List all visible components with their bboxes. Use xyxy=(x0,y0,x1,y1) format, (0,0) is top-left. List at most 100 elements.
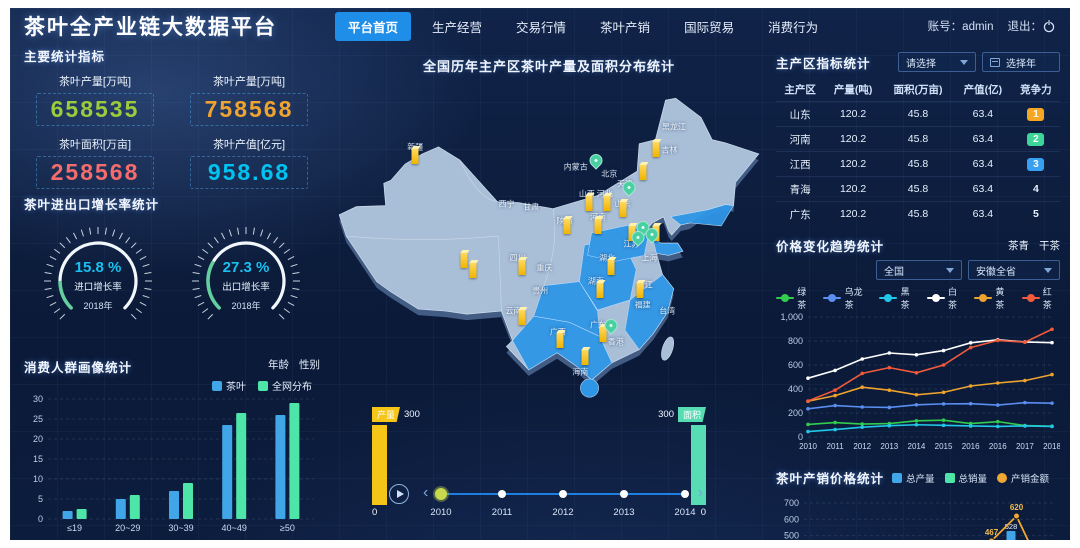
nav-item-消费行为[interactable]: 消费行为 xyxy=(768,20,819,35)
production-bar-marker[interactable] xyxy=(639,165,647,181)
rank-badge: 1 xyxy=(1027,107,1045,121)
nav-item-交易行情[interactable]: 交易行情 xyxy=(516,20,567,35)
gauge-1: 27.3 % 出口增长率 2018年 xyxy=(184,217,308,345)
left-column: 主要统计指标 茶叶产量[万吨] 658535 茶叶产量[万吨] 758568 茶叶面积[… xyxy=(10,44,326,540)
area-gauge-label: 面积 xyxy=(677,407,706,422)
production-bar-marker[interactable] xyxy=(563,219,571,235)
legend-dot xyxy=(931,294,940,302)
production-bar-marker[interactable] xyxy=(460,252,468,268)
legend-黄茶[interactable]: 黄茶 xyxy=(974,285,1012,311)
production-sales-legend: 总产量 总销量 产销金额 xyxy=(892,471,1049,485)
gauge-year: 2018年 xyxy=(83,300,113,311)
legend-产销金额[interactable]: 产销金额 xyxy=(997,471,1049,485)
timeline-dot-2013[interactable] xyxy=(620,490,628,498)
timeline-dot-2014[interactable] xyxy=(681,490,689,498)
production-bar-marker[interactable] xyxy=(469,262,477,278)
timeline-prev-arrow[interactable]: ‹ xyxy=(423,484,429,501)
table-cell: 120.2 xyxy=(824,151,882,177)
svg-text:2012: 2012 xyxy=(853,442,871,451)
timeline-next-arrow[interactable]: › xyxy=(697,484,703,501)
production-bar-marker[interactable] xyxy=(594,219,602,235)
region-select[interactable]: 请选择 xyxy=(898,52,976,72)
production-bar-marker[interactable] xyxy=(596,283,604,299)
production-bar-marker[interactable] xyxy=(518,309,526,325)
stat-label: 茶叶面积[万亩] xyxy=(58,139,132,151)
svg-text:40~49: 40~49 xyxy=(222,523,247,533)
table-row-江西: 江西 120.2 45.8 63.4 3 xyxy=(776,151,1060,177)
logout-label: 退出： xyxy=(1007,21,1043,33)
nav-item-平台首页[interactable]: 平台首页 xyxy=(335,11,412,41)
legend-marker xyxy=(974,294,993,302)
timeline-play-button[interactable] xyxy=(389,484,409,504)
legend-marker xyxy=(776,294,794,302)
production-bar-marker[interactable] xyxy=(636,283,644,299)
production-gauge-max: 300 xyxy=(404,409,420,420)
legend-总销量[interactable]: 总销量 xyxy=(944,471,987,485)
legend-label: 茶叶 xyxy=(226,382,246,393)
consumer-bar-chart: 0 5 10 15 20 25 30 ≤19 20~29 30~39 40~49 ≥50 xyxy=(33,394,314,533)
table-cell: 120.2 xyxy=(824,201,882,226)
price-trend-tabs: 茶青 干茶 xyxy=(1008,238,1060,253)
gauge-0: 15.8 % 进口增长率 2018年 xyxy=(36,217,160,345)
trend-region-select[interactable]: 全国 xyxy=(876,260,962,280)
consumer-tab-年龄[interactable]: 年龄 xyxy=(268,359,289,371)
timeline-dot-2012[interactable] xyxy=(559,490,567,498)
rank-cell: 2 xyxy=(1011,126,1060,152)
production-bar-marker[interactable] xyxy=(411,148,419,164)
legend-红茶[interactable]: 红茶 xyxy=(1021,285,1060,311)
legend-dot xyxy=(979,294,988,302)
table-cell: 45.8 xyxy=(881,176,954,202)
trend-province-select[interactable]: 安徽全省 xyxy=(968,260,1060,280)
production-bar-marker[interactable] xyxy=(518,259,526,275)
key-stats-grid: 茶叶产量[万吨] 658535 茶叶产量[万吨] 758568 茶叶面积[万亩] 2585… xyxy=(24,73,320,189)
gauge-value: 15.8 % xyxy=(74,258,122,276)
nav-item-国际贸易[interactable]: 国际贸易 xyxy=(684,20,735,35)
legend-白茶[interactable]: 白茶 xyxy=(926,285,965,311)
region-table-panel: 主产区指标统计 请选择 选择年 主产区 产量(吨) 面积(万亩) 产值(亿) 竞争力 xyxy=(776,46,1060,226)
production-bar-marker[interactable] xyxy=(556,333,564,349)
legend-黑茶[interactable]: 黑茶 xyxy=(879,285,917,311)
timeline-track[interactable]: 2010 2011 2012 2013 2014 xyxy=(430,488,696,518)
price-trend-legend: 绿茶 乌龙茶 黑茶 白茶 黄茶 红茶 xyxy=(776,285,1060,311)
legend-全网分布[interactable]: 全网分布 xyxy=(258,378,312,393)
legend-茶叶[interactable]: 茶叶 xyxy=(212,378,246,393)
consumer-tab-性别[interactable]: 性别 xyxy=(299,359,320,371)
legend-总产量[interactable]: 总产量 xyxy=(892,471,935,485)
nav-item-生产经营[interactable]: 生产经营 xyxy=(432,20,483,35)
production-bar-marker[interactable] xyxy=(585,195,593,211)
svg-text:200: 200 xyxy=(788,408,803,418)
area-gauge-min: 0 xyxy=(700,507,706,518)
svg-text:2018: 2018 xyxy=(1043,442,1060,451)
table-row-山东: 山东 120.2 45.8 63.4 1 xyxy=(776,101,1060,127)
stat-value: 258568 xyxy=(36,156,154,189)
stat-item-3: 茶叶产值[亿元] 958.68 xyxy=(178,136,320,189)
logout-button[interactable]: 退出： xyxy=(1008,18,1057,34)
svg-text:1,000: 1,000 xyxy=(780,312,803,322)
svg-text:0: 0 xyxy=(798,432,803,442)
trend-tab-茶青[interactable]: 茶青 xyxy=(1008,240,1029,252)
production-bar-marker[interactable] xyxy=(619,202,627,218)
trend-tab-干茶[interactable]: 干茶 xyxy=(1039,240,1060,252)
timeline-dot-2011[interactable] xyxy=(498,490,506,498)
legend-marker xyxy=(1021,294,1040,302)
header: 茶叶全产业链大数据平台 平台首页 生产经营 交易行情 茶叶产销 国际贸易 消费行为 账号：… xyxy=(10,8,1070,44)
legend-dot xyxy=(828,294,837,302)
timeline-dot-2010[interactable] xyxy=(435,488,447,500)
table-cell: 120.2 xyxy=(824,101,882,127)
stat-item-2: 茶叶面积[万亩] 258568 xyxy=(24,136,166,189)
production-bar-marker[interactable] xyxy=(607,259,615,275)
content: 主要统计指标 茶叶产量[万吨] 658535 茶叶产量[万吨] 758568 茶叶面积[… xyxy=(10,44,1070,540)
nav-item-茶叶产销[interactable]: 茶叶产销 xyxy=(600,20,651,35)
production-bar-marker[interactable] xyxy=(581,350,589,366)
year-select[interactable]: 选择年 xyxy=(982,52,1060,72)
legend-乌龙茶[interactable]: 乌龙茶 xyxy=(823,285,870,311)
table-cell: 河南 xyxy=(776,126,825,152)
legend-marker xyxy=(926,294,945,302)
region-table-title: 主产区指标统计 xyxy=(776,56,871,71)
legend-绿茶[interactable]: 绿茶 xyxy=(776,285,814,311)
gauge-row: 15.8 % 进口增长率 2018年 27.3 % 出口增长率 2018年 xyxy=(24,217,320,345)
rank-badge: 2 xyxy=(1027,132,1045,146)
production-bar-marker[interactable] xyxy=(599,326,607,342)
production-bar-marker[interactable] xyxy=(652,141,660,157)
production-bar-marker[interactable] xyxy=(603,195,611,211)
